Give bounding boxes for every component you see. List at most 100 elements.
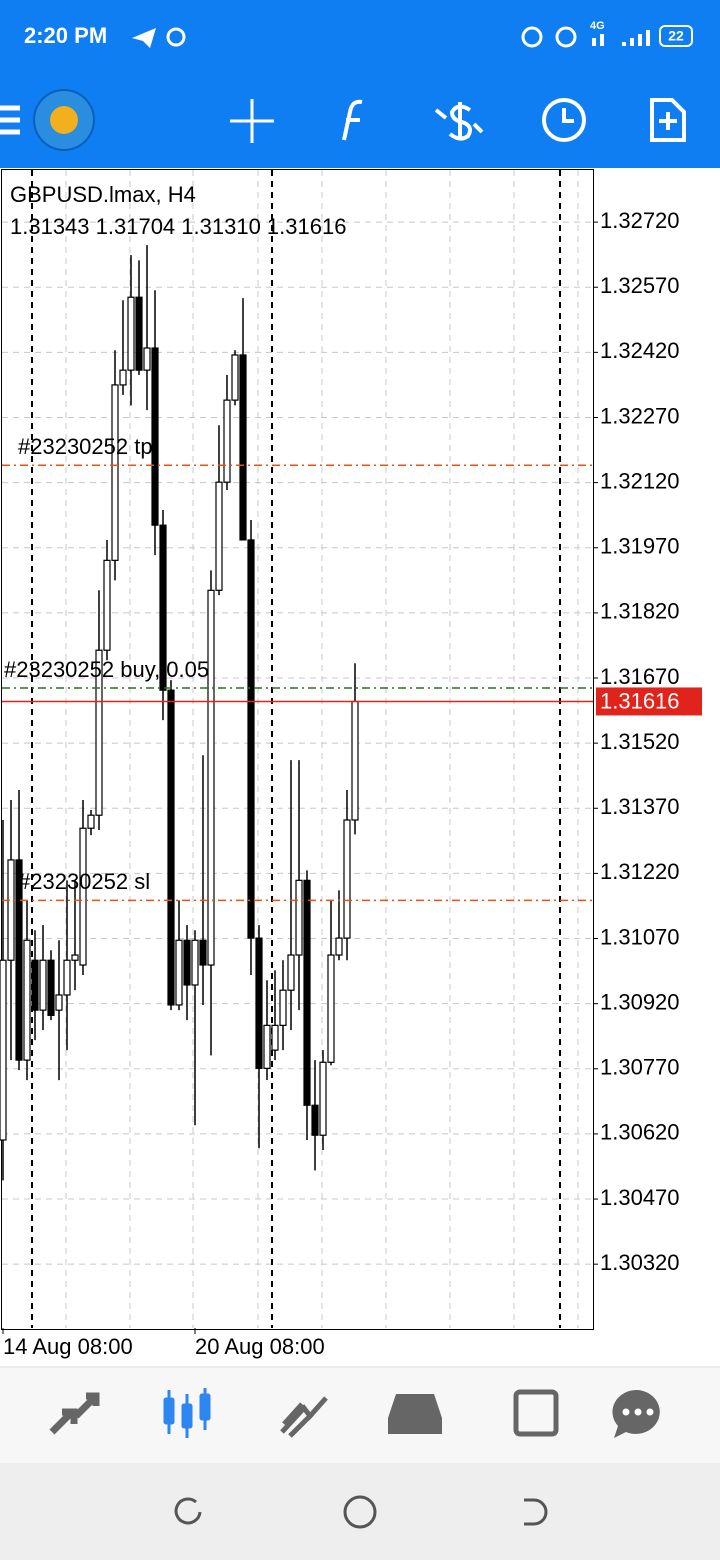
menu-button[interactable] <box>0 105 20 135</box>
candle-body <box>111 384 119 561</box>
dot <box>646 1408 654 1416</box>
candle-body <box>263 1024 271 1069</box>
recents-button[interactable] <box>174 1497 202 1525</box>
trade-tab[interactable] <box>280 1396 328 1438</box>
y-tick-label: 1.31070 <box>600 924 680 949</box>
y-tick-label: 1.32570 <box>600 273 680 298</box>
candle-body <box>71 954 79 961</box>
candle-body <box>247 539 255 939</box>
y-tick-label: 1.32720 <box>600 208 680 233</box>
candle-body <box>335 937 343 956</box>
hotspot-icon <box>166 27 186 47</box>
candle-body <box>231 354 239 401</box>
candle-body <box>215 481 223 591</box>
candle-body <box>63 959 71 996</box>
candle-body <box>47 959 55 1016</box>
y-tick-label: 1.30620 <box>600 1120 680 1145</box>
y-tick-label: 1.31970 <box>600 534 680 559</box>
clock: 2:20 PM <box>24 23 107 48</box>
candle-body <box>199 939 207 966</box>
ohlc: 1.31343 1.31704 1.31310 1.31616 <box>10 214 346 239</box>
order-label: #23230252 tp <box>18 434 153 459</box>
period-separators <box>31 170 561 1328</box>
candle-body <box>311 1104 319 1136</box>
candle-body <box>15 859 23 1061</box>
candle-body <box>327 954 335 1063</box>
candle-body <box>271 1024 279 1051</box>
telegram-icon <box>132 28 156 48</box>
plot: #23230252 tp #23230252 buy, 0.05 #23230252… <box>0 245 593 1181</box>
candle-body <box>167 689 175 1006</box>
candle-body <box>127 296 135 371</box>
battery-level: 22 <box>668 28 684 44</box>
candle-body <box>351 700 359 821</box>
y-tick-label: 1.30320 <box>600 1250 680 1275</box>
new-order-button[interactable] <box>650 98 686 142</box>
order-label: #23230252 sl <box>18 869 150 894</box>
app-logo-core <box>50 106 78 134</box>
candle-body <box>343 819 351 939</box>
candle-body <box>103 559 111 651</box>
indicators-button[interactable] <box>342 99 363 141</box>
candle-body <box>31 959 39 1011</box>
order-label: #23230252 buy, 0.05 <box>4 657 209 682</box>
top-bar <box>0 0 720 168</box>
candle-body <box>23 939 31 1061</box>
chart-frame <box>1 169 594 1330</box>
signal-icon <box>592 30 650 46</box>
chart-tab[interactable] <box>163 1388 211 1438</box>
alarm-icon <box>521 26 543 48</box>
period-button[interactable] <box>542 98 586 142</box>
candle-body <box>207 589 215 966</box>
trade-button[interactable] <box>434 102 484 141</box>
back-button[interactable] <box>524 1498 548 1526</box>
system-nav <box>0 1463 720 1560</box>
candle-body <box>239 354 247 541</box>
battery-icon <box>659 25 693 47</box>
crosshair-button[interactable] <box>230 99 274 143</box>
y-tick-label: 1.30770 <box>600 1055 680 1080</box>
y-tick-label: 1.32420 <box>600 338 680 363</box>
quotes-tab[interactable] <box>49 1392 100 1435</box>
y-tick-label: 1.30470 <box>600 1185 680 1210</box>
candle-body <box>295 879 303 956</box>
symbol: GBPUSD.lmax, H4 <box>10 182 196 207</box>
wifi-icon <box>555 26 577 48</box>
y-tick-label: 1.31370 <box>600 794 680 819</box>
candle-body <box>151 347 159 526</box>
candle-body <box>143 347 151 371</box>
y-tick-label: 1.31820 <box>600 599 680 624</box>
candle-body <box>135 296 143 371</box>
y-tick-label: 1.31520 <box>600 729 680 754</box>
network-type: 4G <box>590 20 605 32</box>
dot <box>622 1408 630 1416</box>
candle-body <box>95 649 103 816</box>
news-tab[interactable] <box>513 1389 559 1437</box>
price-label: 1.31616 <box>600 688 680 713</box>
x-tick-label: 20 Aug 08:00 <box>195 1334 325 1359</box>
x-tick-label: 14 Aug 08:00 <box>3 1334 133 1359</box>
candle-body <box>303 879 311 1106</box>
y-tick-label: 1.32120 <box>600 468 680 493</box>
candle-body <box>7 859 15 961</box>
home-button[interactable] <box>343 1495 377 1529</box>
candle-body <box>0 959 7 1141</box>
candle-body <box>287 954 295 991</box>
y-tick-label: 1.32270 <box>600 403 680 428</box>
candle-body <box>255 937 263 1069</box>
history-tab[interactable] <box>388 1394 442 1434</box>
candle-body <box>191 939 199 986</box>
price-box <box>596 687 702 716</box>
candle-body <box>79 827 87 966</box>
y-tick-label: 1.31220 <box>600 859 680 884</box>
period-hand <box>562 108 574 123</box>
candle-body <box>39 959 47 1011</box>
y-tick-label: 1.30920 <box>600 989 680 1014</box>
candle-body <box>279 989 287 1026</box>
candle-body <box>87 814 95 829</box>
candle-body <box>175 939 183 1006</box>
candle-body <box>159 524 167 691</box>
bottom-nav <box>0 1367 720 1463</box>
